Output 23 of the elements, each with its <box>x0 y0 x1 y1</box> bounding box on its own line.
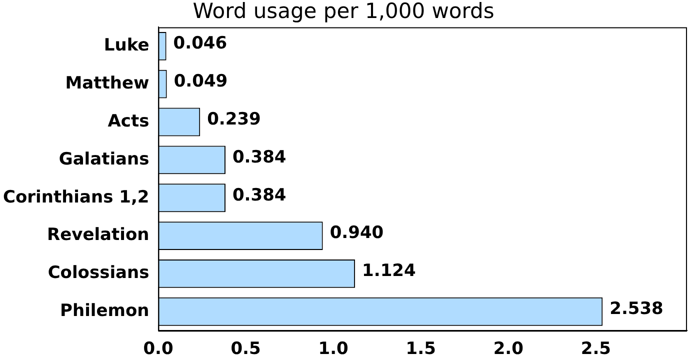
y-tick-label: Philemon <box>60 301 150 322</box>
x-tick-label: 1.5 <box>406 339 436 360</box>
data-label: 0.239 <box>207 109 261 130</box>
x-tick-label: 2.5 <box>580 339 612 360</box>
y-tick-label: Matthew <box>65 74 150 94</box>
y-tick-label: Acts <box>108 111 150 132</box>
x-tick-label: 0.0 <box>143 339 174 360</box>
data-label: 0.384 <box>232 185 286 206</box>
y-tick-label: Galatians <box>58 149 150 170</box>
y-tick-label: Luke <box>104 36 150 56</box>
data-label: 0.046 <box>173 34 228 54</box>
y-tick-label: Revelation <box>46 225 150 246</box>
chart-title: Word usage per 1,000 words <box>192 0 494 24</box>
data-label: 2.538 <box>610 299 664 320</box>
x-tick-label: 0.5 <box>230 339 261 360</box>
data-label: 1.124 <box>362 261 416 282</box>
data-label: 0.049 <box>174 72 228 92</box>
y-tick-label: Colossians <box>48 263 150 284</box>
data-label: 0.384 <box>232 147 286 168</box>
data-label: 0.940 <box>330 223 384 244</box>
y-tick-label: Corinthians 1,2 <box>2 187 150 208</box>
x-tick-label: 1.0 <box>318 339 349 360</box>
x-tick-label: 2.0 <box>493 339 524 360</box>
